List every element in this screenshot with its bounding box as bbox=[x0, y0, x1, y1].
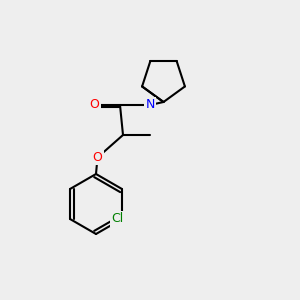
Text: O: O bbox=[93, 151, 102, 164]
Text: N: N bbox=[145, 98, 155, 112]
Text: N: N bbox=[145, 98, 155, 112]
Text: Cl: Cl bbox=[111, 212, 124, 226]
Text: O: O bbox=[90, 98, 99, 112]
